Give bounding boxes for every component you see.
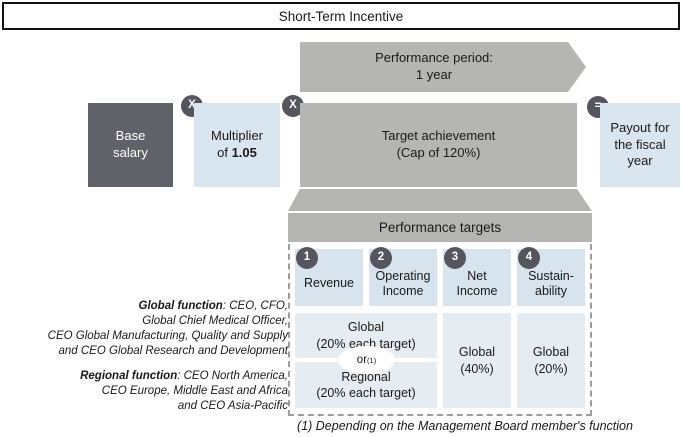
target-number-badge: 1 [296,247,318,269]
multiplier-line1: Multiplier [210,128,263,144]
regional-function-term: Regional function [80,370,178,382]
multiply-operator-icon: X [282,95,304,117]
diagram-title-box: Short-Term Incentive [2,2,680,30]
multiplier-value: 1.05 [231,145,257,160]
multiplier-label: Multiplier of 1.05 [211,128,263,162]
funnel-connector-shape [288,189,592,211]
target-number-badge: 3 [444,247,466,269]
performance-targets-header: Performance targets [288,213,592,242]
payout-box: Payout for the fiscal year [600,103,680,187]
or-footnote-marker: (1) [367,355,377,365]
or-ellipse: or (1) [338,346,395,374]
target-box-operating-income: 2 Operating Income [369,247,437,306]
global-function-detail: : CEO, CFO, Global Chief Medical Officer… [47,300,288,357]
multiplier-line2-prefix: of [217,145,232,160]
target-number-badge: 2 [370,247,392,269]
regional-function-detail: : CEO North America, CEO Europe, Middle … [101,370,288,412]
performance-period-label: Performance period: 1 year [375,50,493,82]
global-function-term: Global function [138,300,223,312]
target-box-revenue: 1 Revenue [295,247,363,306]
global-function-note: Global function: CEO, CFO, Global Chief … [10,299,288,359]
footnote: (1) Depending on the Management Board me… [297,419,633,433]
target-box-net-income: 3 Net Income [443,247,511,306]
target-achievement-box: Target achievement (Cap of 120%) [300,103,577,187]
multiplier-box: Multiplier of 1.05 [194,103,280,187]
regional-function-note: Regional function: CEO North America, CE… [10,369,288,414]
target-box-sustainability: 4 Sustain- ability [517,247,585,306]
target-label: Revenue [303,276,355,290]
target-label: Operating Income [375,268,431,298]
target-label: Sustain- ability [528,268,574,298]
base-salary-box: Base salary [88,103,173,187]
performance-period-arrow: Performance period: 1 year [300,42,586,92]
or-label: or [356,354,368,366]
allocation-sustainability: Global (20%) [517,313,585,408]
performance-targets-dashed-frame [288,244,592,416]
target-label: Net Income [456,268,498,298]
target-number-badge: 4 [518,247,540,269]
function-notes: Global function: CEO, CFO, Global Chief … [10,299,288,414]
allocation-net-income: Global (40%) [443,313,511,408]
diagram-title: Short-Term Incentive [278,8,404,24]
